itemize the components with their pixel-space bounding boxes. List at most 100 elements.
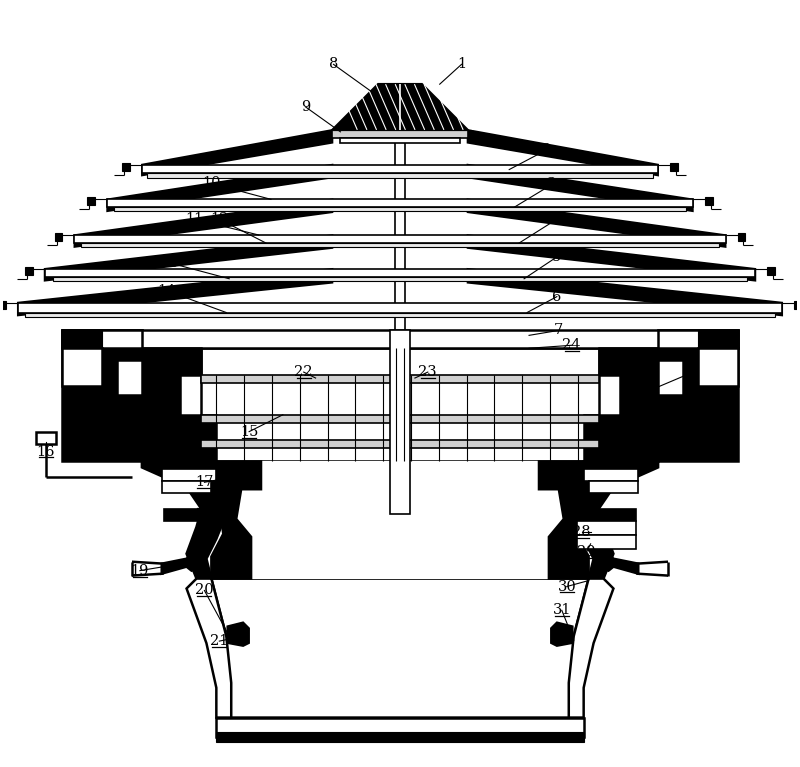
Text: 14: 14 (158, 284, 176, 298)
Text: 23: 23 (418, 365, 437, 379)
Text: 9: 9 (301, 100, 310, 114)
Text: 28: 28 (572, 525, 591, 539)
Bar (589, 481, 638, 493)
Polygon shape (467, 199, 726, 247)
Bar (87, 197, 95, 206)
Bar (25, 267, 33, 275)
Polygon shape (142, 130, 333, 176)
Polygon shape (18, 269, 333, 315)
Bar (670, 163, 678, 170)
Text: 7: 7 (554, 324, 563, 337)
Polygon shape (74, 199, 333, 247)
Bar (582, 509, 636, 521)
Polygon shape (241, 462, 559, 578)
Bar (705, 197, 713, 206)
Text: 12: 12 (210, 212, 229, 226)
Bar (202, 348, 598, 462)
Polygon shape (551, 622, 573, 646)
Polygon shape (539, 462, 589, 578)
Polygon shape (186, 578, 231, 718)
Bar (162, 469, 216, 481)
Polygon shape (197, 462, 594, 578)
Bar (202, 439, 598, 447)
Bar (62, 331, 738, 348)
Text: 15: 15 (240, 425, 258, 439)
Bar (216, 732, 584, 742)
Bar (114, 207, 686, 211)
Text: 17: 17 (195, 476, 214, 489)
Bar (162, 481, 211, 493)
Bar (395, 132, 405, 345)
Bar (18, 303, 782, 312)
Polygon shape (45, 235, 333, 281)
Bar (82, 243, 718, 247)
Bar (767, 267, 775, 275)
Polygon shape (467, 165, 693, 211)
Bar (142, 331, 658, 462)
Polygon shape (333, 84, 467, 130)
Bar (107, 199, 693, 207)
Bar (698, 348, 738, 386)
Bar (738, 233, 746, 241)
Text: 19: 19 (130, 564, 149, 578)
Text: 2: 2 (542, 143, 551, 156)
Bar (577, 535, 636, 549)
Text: 20: 20 (195, 584, 214, 597)
Text: 30: 30 (558, 580, 576, 594)
Polygon shape (467, 130, 658, 176)
Bar (25, 312, 775, 318)
Bar (74, 235, 726, 243)
Text: 16: 16 (36, 445, 55, 459)
Bar (577, 521, 636, 535)
Text: 10: 10 (202, 176, 221, 190)
Polygon shape (107, 165, 333, 211)
Bar (333, 130, 467, 138)
Text: 3: 3 (547, 177, 557, 192)
Text: 21: 21 (210, 634, 229, 648)
Polygon shape (584, 348, 658, 462)
Bar (147, 173, 653, 177)
Bar (45, 269, 755, 277)
Bar (794, 301, 800, 308)
Text: 11: 11 (186, 212, 204, 226)
Bar (62, 331, 102, 348)
Bar (122, 163, 130, 170)
Bar (698, 331, 738, 348)
Text: 25: 25 (637, 385, 655, 399)
Text: 6: 6 (552, 290, 562, 304)
Polygon shape (598, 554, 638, 574)
Text: 22: 22 (294, 365, 313, 379)
Text: 24: 24 (562, 338, 581, 352)
Bar (36, 432, 55, 443)
Bar (142, 165, 658, 173)
Bar (341, 138, 459, 143)
Polygon shape (467, 235, 755, 281)
Bar (53, 277, 747, 281)
Text: 18: 18 (195, 495, 214, 509)
Text: 4: 4 (552, 212, 562, 226)
Bar (390, 331, 410, 514)
Bar (202, 375, 598, 383)
Polygon shape (467, 269, 782, 315)
Polygon shape (658, 331, 738, 462)
Bar (62, 331, 142, 348)
Polygon shape (227, 622, 249, 646)
Polygon shape (211, 462, 261, 578)
Bar (216, 718, 584, 737)
Bar (202, 415, 598, 423)
Polygon shape (142, 462, 226, 578)
Text: 13: 13 (161, 256, 179, 270)
Text: 29: 29 (578, 545, 596, 559)
Text: 27: 27 (567, 500, 586, 514)
Bar (584, 469, 638, 481)
Polygon shape (211, 578, 589, 718)
Bar (54, 233, 62, 241)
Text: 8: 8 (329, 58, 338, 71)
Text: 26: 26 (562, 480, 581, 494)
Text: 5: 5 (552, 250, 562, 264)
Bar (261, 462, 539, 578)
Polygon shape (62, 331, 142, 462)
Bar (164, 509, 218, 521)
Bar (0, 301, 6, 308)
Bar (62, 348, 102, 386)
